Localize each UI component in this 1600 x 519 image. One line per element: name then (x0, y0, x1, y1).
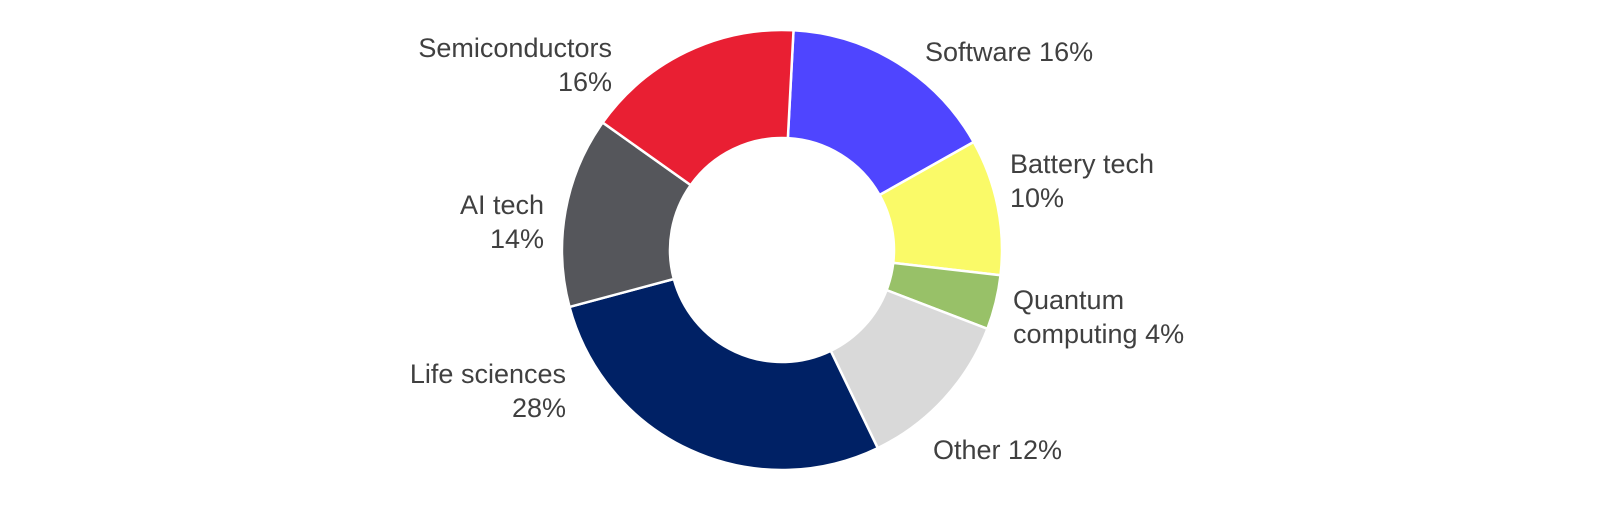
slice-label-battery-tech: Battery tech 10% (1010, 149, 1154, 213)
donut-slices (560, 28, 1004, 472)
slice-label-software: Software 16% (925, 37, 1093, 67)
slice-label-life-sciences: Life sciences 28% (410, 359, 566, 423)
slice-labels: Software 16% Battery tech 10% Quantum comput… (410, 33, 1184, 465)
slice-life-sciences (568, 277, 880, 472)
slice-label-ai-tech: AI tech 14% (460, 190, 544, 254)
slice-label-other: Other 12% (933, 435, 1062, 465)
slice-label-quantum-computing: Quantum computing 4% (1013, 285, 1184, 349)
slice-software (786, 29, 975, 197)
slice-semiconductors (601, 28, 795, 187)
slice-label-semiconductors: Semiconductors 16% (418, 33, 612, 97)
